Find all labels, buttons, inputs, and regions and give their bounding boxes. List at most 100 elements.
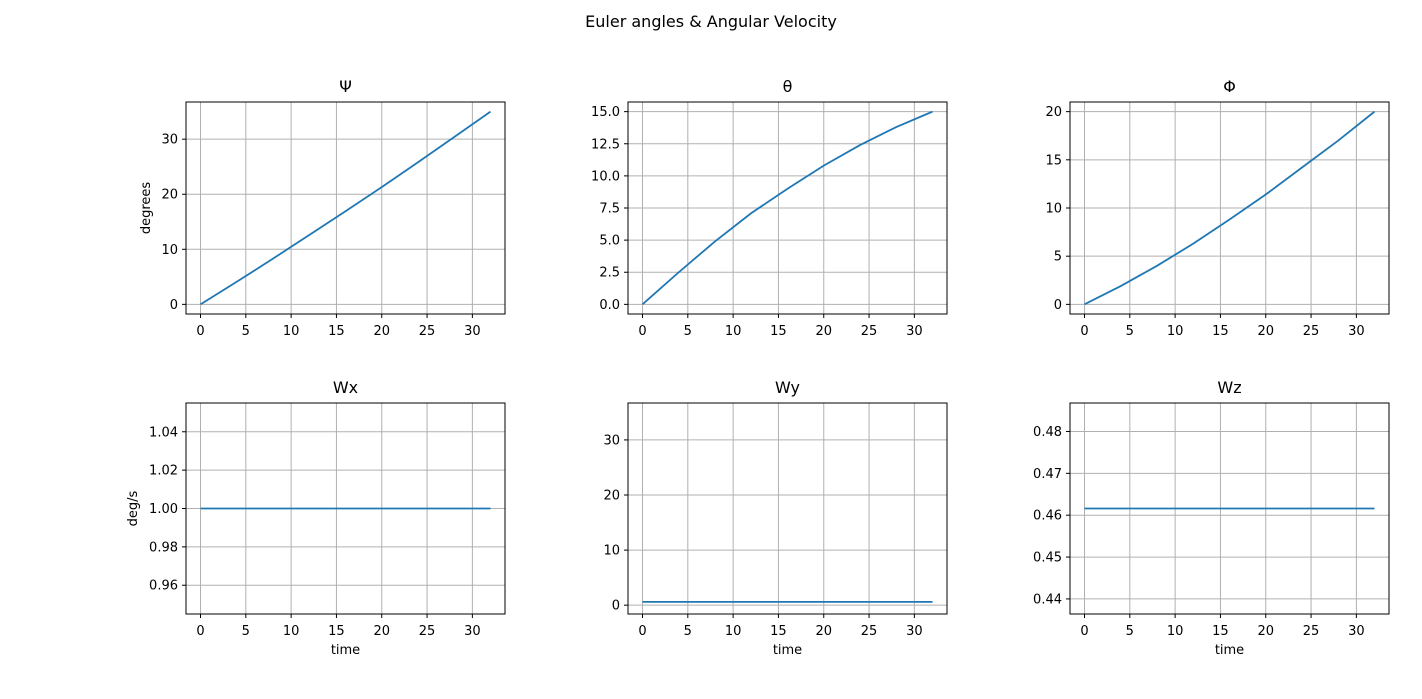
grid <box>1070 102 1389 314</box>
x-tick-label: 0 <box>638 324 646 339</box>
y-tick-label: 20 <box>603 489 620 504</box>
y-tick: 0 <box>612 599 628 614</box>
x-tick-label: 30 <box>906 624 923 639</box>
y-tick: 20 <box>161 188 186 203</box>
x-axis-label: time <box>1215 643 1244 658</box>
x-tick-label: 30 <box>464 324 481 339</box>
y-tick-label: 20 <box>1045 105 1062 120</box>
y-tick-label: 30 <box>161 133 178 148</box>
y-tick: 0 <box>1054 298 1070 313</box>
y-tick-label: 5 <box>1054 250 1062 265</box>
x-tick: 20 <box>1257 614 1274 639</box>
figure-suptitle: Euler angles & Angular Velocity <box>585 12 837 31</box>
axes-frame <box>185 101 506 315</box>
x-tick-label: 10 <box>283 624 300 639</box>
x-tick-label: 20 <box>373 324 390 339</box>
x-tick: 0 <box>196 314 205 339</box>
x-tick-label: 25 <box>419 624 436 639</box>
x-tick-label: 15 <box>1212 624 1229 639</box>
x-tick: 30 <box>1348 614 1365 639</box>
y-tick-label: 0.96 <box>149 579 178 594</box>
x-tick-label: 5 <box>684 624 692 639</box>
x-tick-label: 30 <box>1348 324 1365 339</box>
subplot-4: 0 5 10 15 20 25 30 0.96 0.98 1.00 1.02 1.04 Wx time de… <box>126 378 506 658</box>
x-tick: 15 <box>770 314 787 339</box>
y-tick: 30 <box>603 433 628 448</box>
y-tick: 1.04 <box>149 425 186 440</box>
series-line <box>200 110 492 306</box>
x-tick: 10 <box>725 314 741 339</box>
y-tick: 7.5 <box>599 202 628 217</box>
x-tick: 10 <box>283 314 299 339</box>
subplot-2: 0 5 10 15 20 25 30 0.0 2.5 5.0 7.5 10.0 12.5 15.0 θ <box>591 77 948 339</box>
x-tick-label: 30 <box>906 324 923 339</box>
y-tick: 0 <box>170 298 186 313</box>
y-tick-label: 1.02 <box>149 464 178 479</box>
subplot-3: 0 5 10 15 20 25 30 0 5 10 15 20 Φ <box>1045 77 1390 339</box>
y-tick-label: 15 <box>1045 153 1062 168</box>
y-tick-label: 0.48 <box>1033 425 1062 440</box>
x-tick-label: 0 <box>1080 624 1088 639</box>
y-tick: 15.0 <box>591 105 628 120</box>
x-tick: 5 <box>1126 314 1134 339</box>
x-tick-label: 15 <box>770 324 787 339</box>
x-tick: 0 <box>638 614 647 639</box>
x-tick-label: 5 <box>1126 624 1134 639</box>
x-tick: 25 <box>861 314 878 339</box>
y-tick: 20 <box>603 489 628 504</box>
x-tick: 20 <box>373 614 390 639</box>
y-tick: 30 <box>161 133 186 148</box>
y-tick-label: 0.0 <box>599 298 620 313</box>
y-tick: 0.0 <box>599 298 628 313</box>
x-tick: 30 <box>464 314 481 339</box>
axes-frame <box>1069 402 1390 615</box>
y-tick-label: 1.04 <box>149 425 178 440</box>
x-tick: 10 <box>283 614 300 639</box>
x-tick-label: 20 <box>815 624 832 639</box>
subplot-title: Wz <box>1217 378 1241 397</box>
x-tick: 10 <box>725 614 741 639</box>
x-axis-label: time <box>331 643 360 658</box>
x-tick-label: 25 <box>861 324 878 339</box>
x-axis-label: time <box>773 643 802 658</box>
x-tick-label: 20 <box>1257 624 1274 639</box>
y-axis-label: degrees <box>139 182 154 235</box>
x-tick: 0 <box>1080 614 1089 639</box>
subplot-5: 0 5 10 15 20 25 30 0 10 20 30 Wy time <box>603 378 948 658</box>
y-tick: 0.96 <box>149 579 186 594</box>
y-tick-label: 0 <box>1054 298 1062 313</box>
x-tick: 25 <box>419 314 435 339</box>
x-tick: 25 <box>1303 614 1319 639</box>
x-tick-label: 5 <box>684 324 692 339</box>
x-tick: 10 <box>1167 314 1184 339</box>
x-tick-label: 15 <box>328 324 345 339</box>
grid <box>628 102 947 314</box>
x-tick-label: 25 <box>1303 324 1320 339</box>
x-tick-label: 0 <box>196 324 204 339</box>
subplot-title: θ <box>783 77 793 96</box>
y-tick-label: 30 <box>603 433 620 448</box>
x-tick: 5 <box>242 314 250 339</box>
subplot-title: Wx <box>333 378 358 397</box>
y-tick: 0.98 <box>149 540 186 555</box>
x-tick: 20 <box>373 314 390 339</box>
y-tick: 0.45 <box>1033 551 1070 566</box>
subplot-title: Ψ <box>339 77 352 96</box>
x-tick-label: 0 <box>1080 324 1088 339</box>
x-tick: 0 <box>196 614 205 639</box>
grid <box>628 403 947 614</box>
y-tick-label: 10.0 <box>591 169 620 184</box>
x-tick-label: 5 <box>242 624 250 639</box>
y-tick-label: 20 <box>161 188 178 203</box>
x-tick-label: 0 <box>638 624 646 639</box>
x-tick-label: 10 <box>1167 324 1184 339</box>
y-tick-label: 7.5 <box>599 202 620 217</box>
x-tick: 25 <box>1303 314 1320 339</box>
y-tick: 5 <box>1054 250 1070 265</box>
x-tick: 5 <box>684 614 692 639</box>
x-tick: 25 <box>861 614 877 639</box>
subplot-6: 0 5 10 15 20 25 30 0.44 0.45 0.46 0.47 0.48 Wz time <box>1033 378 1390 658</box>
y-tick-label: 10 <box>603 544 620 559</box>
y-tick-label: 2.5 <box>599 266 620 281</box>
